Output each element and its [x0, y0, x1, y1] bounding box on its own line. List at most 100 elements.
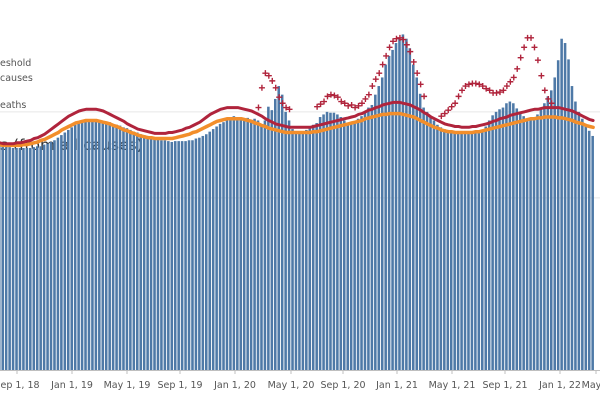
bar-week-32	[108, 122, 111, 371]
bar-week-164	[563, 43, 567, 370]
bar-week-5	[15, 148, 18, 370]
excess-marker-12	[321, 98, 328, 105]
x-tick-label-8: May 1, 21	[429, 380, 476, 391]
bar-week-93	[318, 117, 322, 370]
bar-week-87	[298, 132, 301, 370]
excess-marker-25	[365, 91, 372, 98]
bar-week-83	[284, 111, 287, 370]
bar-week-57	[194, 138, 198, 370]
bar-week-113	[387, 55, 391, 370]
weekly-bars	[0, 34, 594, 371]
excess-marker-59	[496, 89, 503, 96]
bar-week-53	[180, 141, 184, 370]
excess-marker-31	[386, 44, 393, 51]
excess-marker-21	[352, 104, 359, 111]
bar-week-25	[84, 120, 87, 370]
bar-week-156	[536, 114, 539, 370]
legend-item-deaths: eaths	[0, 100, 27, 111]
bar-week-52	[177, 141, 180, 370]
excess-marker-43	[441, 110, 448, 117]
excess-marker-32	[390, 38, 397, 45]
excess-marker-63	[510, 74, 517, 81]
excess-marker-13	[324, 93, 331, 100]
excess-markers	[255, 34, 555, 120]
bar-week-39	[132, 131, 136, 370]
excess-marker-5	[272, 84, 279, 91]
bar-week-95	[325, 111, 329, 370]
bar-week-28	[94, 120, 98, 370]
excess-marker-60	[500, 87, 507, 94]
bar-week-66	[225, 120, 229, 370]
bar-week-97	[332, 112, 336, 370]
bar-week-157	[539, 107, 543, 370]
excess-marker-71	[538, 72, 545, 79]
excess-marker-18	[341, 100, 348, 107]
excess-marker-40	[417, 81, 424, 88]
bar-week-161	[553, 77, 556, 370]
bar-week-88	[301, 132, 305, 370]
bar-week-131	[449, 130, 453, 370]
bar-week-20	[67, 129, 70, 370]
bar-week-0	[0, 146, 1, 370]
bar-week-142	[487, 120, 491, 370]
bar-week-19	[63, 132, 67, 370]
bar-week-49	[167, 141, 170, 370]
excess-marker-69	[531, 44, 538, 51]
bar-week-100	[343, 120, 346, 370]
excess-marker-73	[545, 95, 552, 102]
excess-marker-56	[486, 87, 493, 94]
excess-marker-30	[383, 52, 390, 59]
excess-marker-44	[445, 107, 452, 114]
x-tick-label-3: Sep 1, 19	[157, 380, 202, 391]
excess-marker-26	[369, 83, 376, 90]
bar-week-73	[249, 120, 253, 370]
excess-marker-45	[448, 103, 455, 110]
bar-week-162	[556, 60, 560, 371]
excess-marker-37	[407, 48, 414, 55]
excess-marker-20	[348, 101, 355, 108]
bar-week-147	[505, 103, 508, 371]
bar-week-31	[104, 122, 108, 371]
bar-week-110	[377, 86, 381, 370]
excess-marker-2	[262, 70, 269, 77]
bar-week-96	[329, 112, 332, 370]
bar-week-106	[363, 111, 367, 370]
bar-week-124	[425, 111, 429, 370]
series-lines	[0, 100, 595, 148]
bar-week-51	[173, 141, 177, 370]
excess-marker-41	[421, 93, 428, 100]
bar-week-12	[39, 146, 42, 370]
bar-week-150	[515, 108, 519, 370]
bar-week-99	[339, 117, 343, 370]
excess-marker-7	[279, 100, 286, 107]
bar-week-29	[98, 121, 101, 370]
bar-week-7	[22, 148, 25, 370]
bar-week-91	[311, 124, 315, 370]
excess-marker-48	[459, 87, 466, 94]
excess-marker-68	[528, 34, 535, 41]
bar-week-61	[208, 131, 211, 370]
x-tick-label-9: Sep 1, 21	[482, 380, 527, 391]
bar-week-90	[308, 128, 312, 370]
excess-marker-33	[393, 35, 400, 42]
bar-week-38	[129, 129, 132, 370]
bar-week-60	[205, 134, 208, 370]
bar-week-54	[184, 141, 187, 370]
bar-week-151	[518, 113, 522, 371]
bar-week-144	[494, 111, 498, 370]
bar-week-65	[222, 122, 225, 371]
bar-week-55	[187, 140, 191, 370]
bar-week-145	[498, 109, 501, 371]
bar-week-128	[439, 127, 443, 370]
bar-week-104	[356, 118, 360, 370]
excess-marker-4	[269, 77, 276, 84]
bar-week-103	[353, 122, 356, 371]
bar-week-59	[201, 135, 205, 370]
bar-week-34	[115, 124, 118, 370]
excess-marker-17	[338, 98, 345, 105]
x-tick-label-7: Jan 1, 21	[375, 380, 418, 391]
excess-marker-22	[355, 102, 362, 109]
bar-week-133	[456, 132, 460, 370]
excess-marker-14	[327, 91, 334, 98]
bar-week-85	[291, 129, 294, 370]
